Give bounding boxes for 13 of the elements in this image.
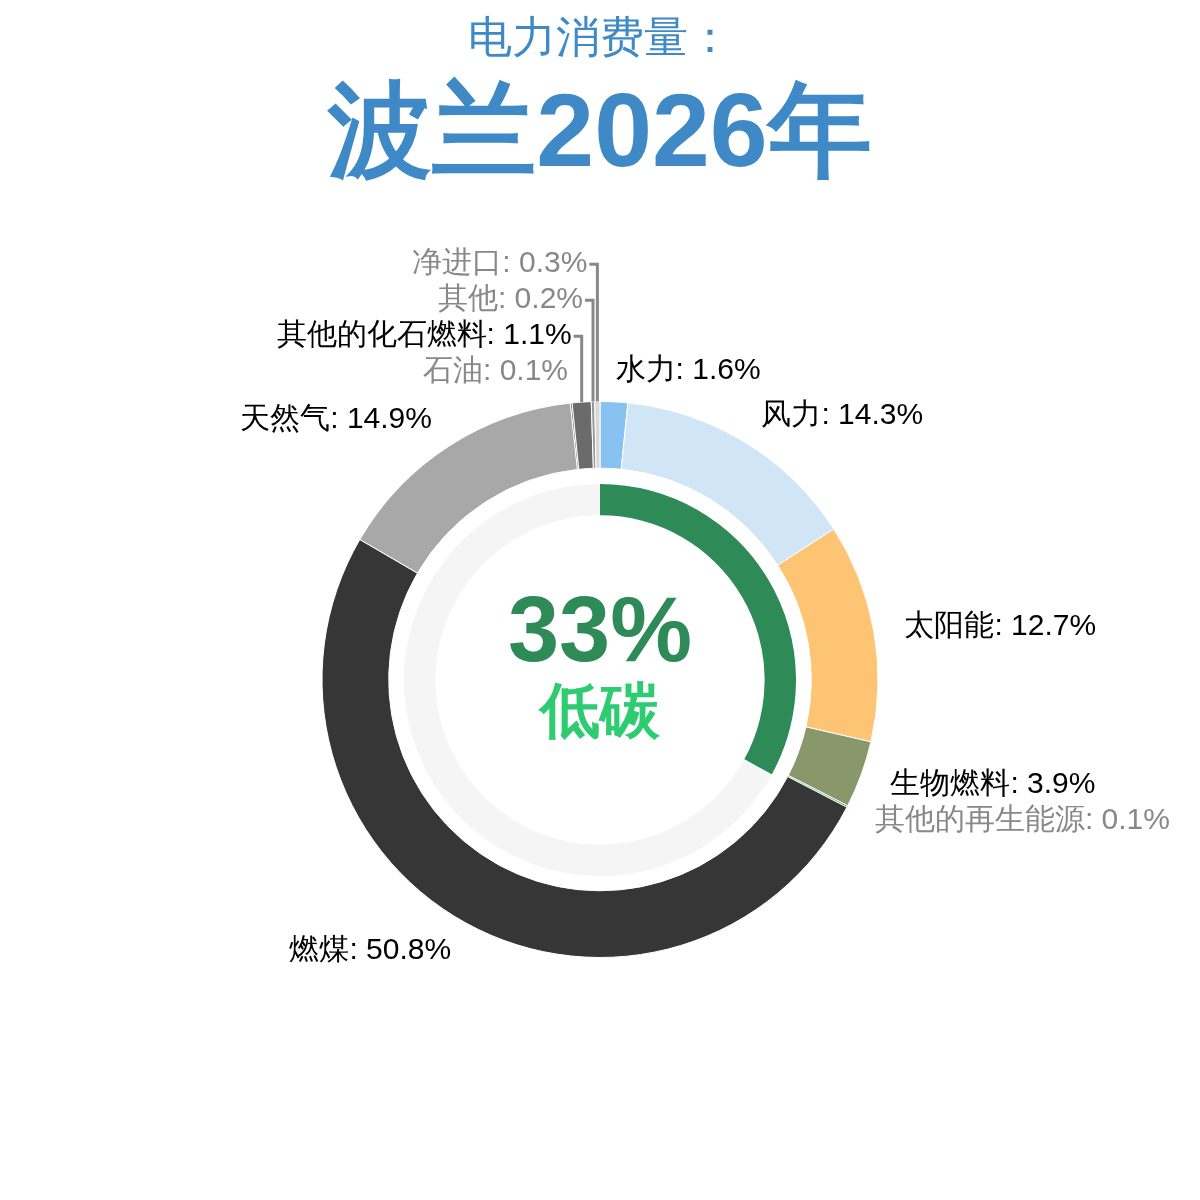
slice-label: 燃煤: 50.8% [289, 931, 452, 965]
chart-title: 波兰2026年 [326, 71, 873, 190]
slice-label: 天然气: 14.9% [240, 401, 432, 435]
slice-label: 水力: 1.6% [615, 352, 761, 386]
chart-subtitle: 电力消费量： [467, 11, 733, 63]
slice-label: 其他: 0.2% [437, 281, 584, 315]
slice-label: 石油: 0.1% [422, 353, 569, 387]
slice-label: 风力: 14.3% [761, 397, 924, 431]
slice-label: 净进口: 0.3% [412, 245, 588, 279]
slice-label: 生物燃料: 3.9% [890, 766, 1096, 800]
slice-label: 其他的再生能源: 0.1% [874, 801, 1170, 835]
slice-label: 太阳能: 12.7% [904, 607, 1097, 641]
slice-label: 其他的化石燃料: 1.1% [276, 317, 572, 351]
